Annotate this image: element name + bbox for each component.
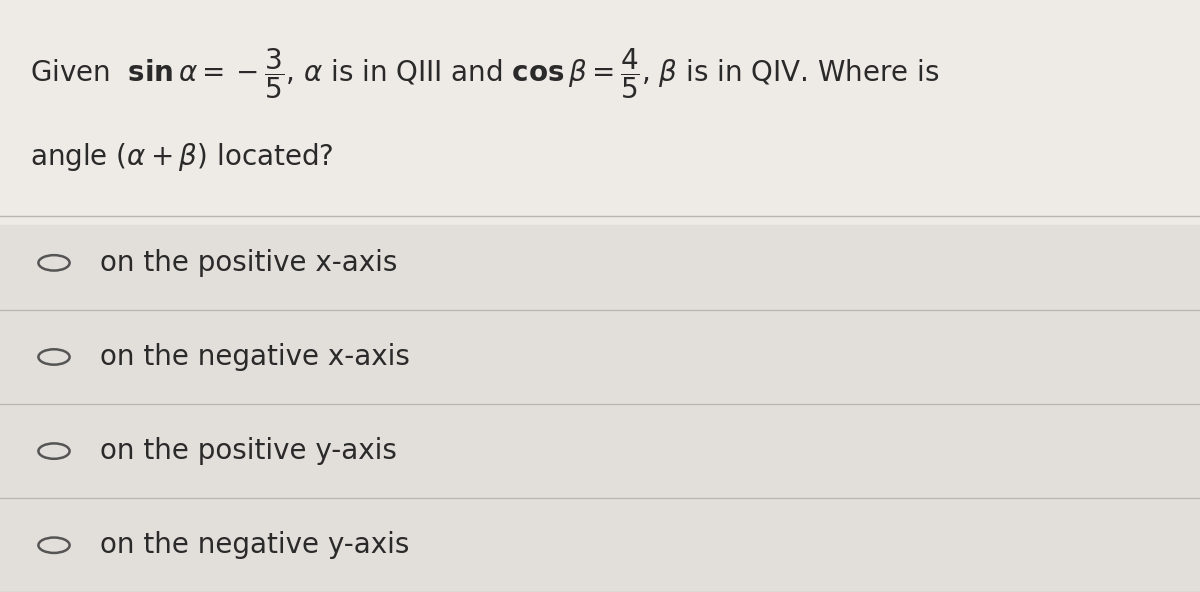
Text: on the negative y-axis: on the negative y-axis	[100, 531, 409, 559]
Text: on the negative x-axis: on the negative x-axis	[100, 343, 409, 371]
Text: on the positive y-axis: on the positive y-axis	[100, 437, 396, 465]
Bar	[0, 0, 1200, 225]
Text: on the positive x-axis: on the positive x-axis	[100, 249, 397, 277]
Text: angle $(\alpha + \beta)$ located?: angle $(\alpha + \beta)$ located?	[30, 141, 334, 173]
Bar	[0, 225, 1200, 592]
Text: Given  $\mathbf{sin}\,\alpha = -\dfrac{3}{5}$, $\alpha$ is in QIII and $\mathbf{: Given $\mathbf{sin}\,\alpha = -\dfrac{3}…	[30, 47, 940, 101]
